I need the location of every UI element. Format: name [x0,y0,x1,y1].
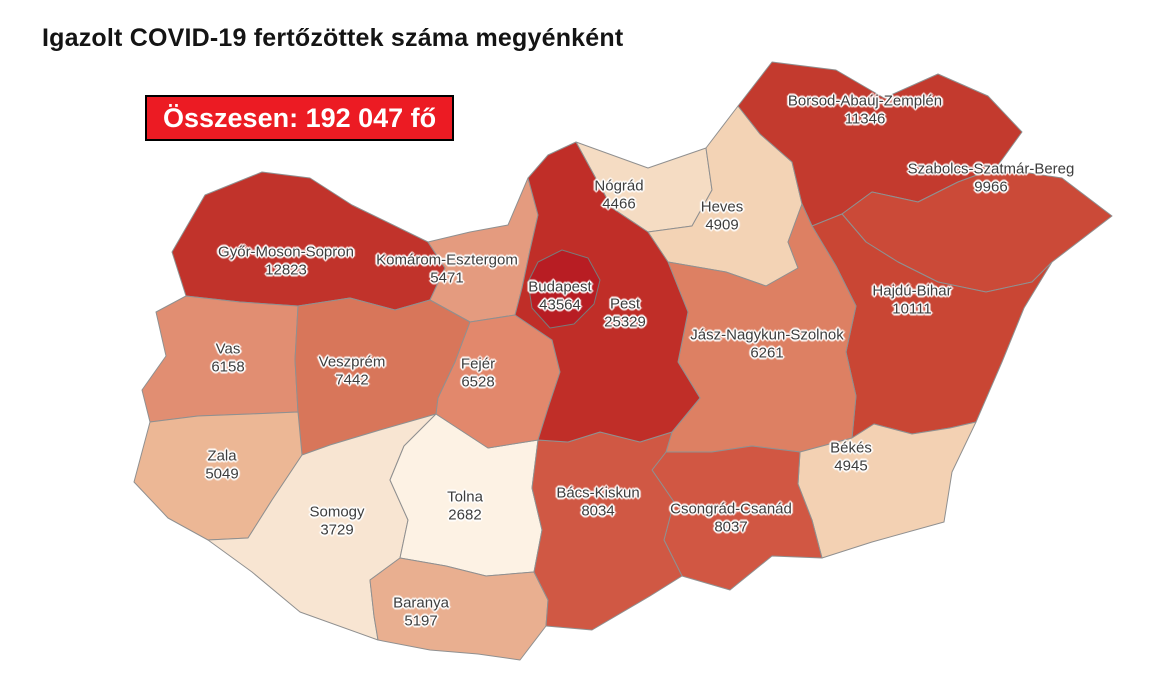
total-badge: Összesen: 192 047 fő [145,95,455,141]
county-shape-gyor [171,171,446,311]
county-shape-vas [141,295,299,423]
county-shape-baranya [369,557,549,661]
county-shape-budapest [527,249,601,329]
page-title: Igazolt COVID-19 fertőzöttek száma megyé… [42,24,624,52]
county-shape-pest [514,141,701,443]
